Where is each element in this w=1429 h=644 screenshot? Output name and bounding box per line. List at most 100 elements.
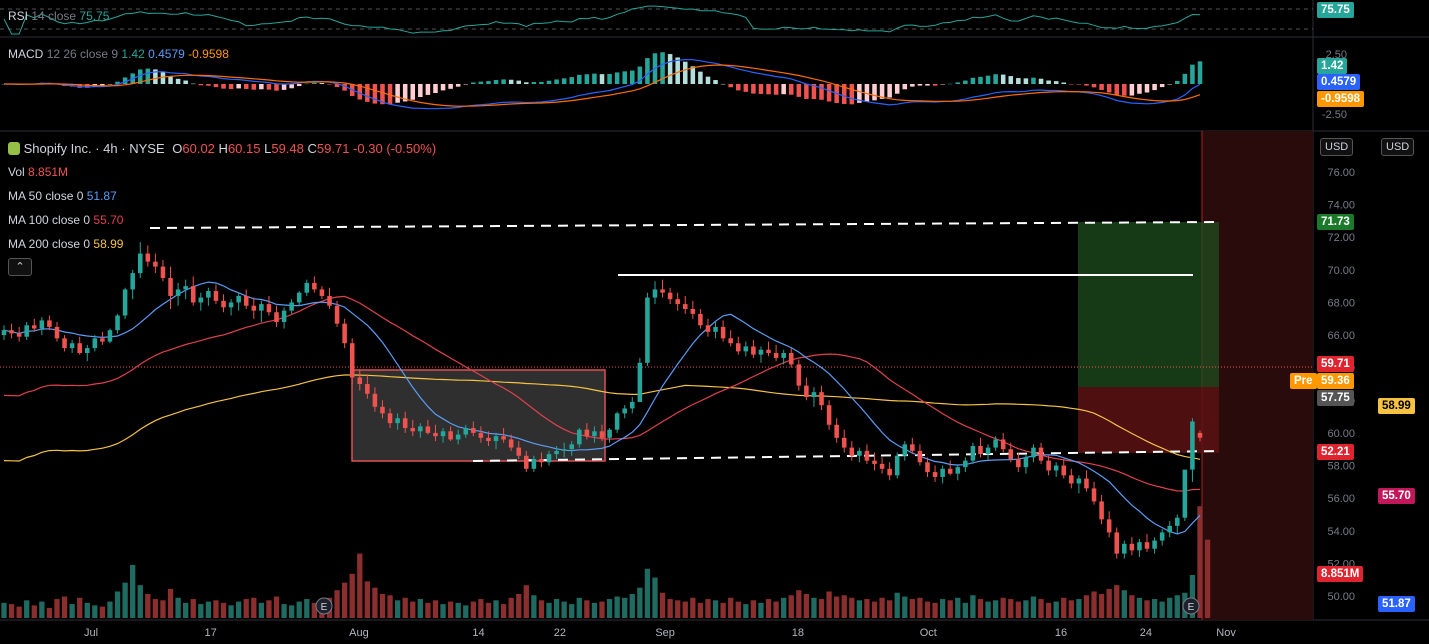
macd-hist-bar xyxy=(251,84,257,90)
time-tick-label: 16 xyxy=(1055,627,1067,639)
volume-bar xyxy=(228,605,234,618)
shopify-logo-icon xyxy=(8,142,20,155)
price-pane[interactable]: E E xyxy=(0,131,1313,620)
candle-body xyxy=(751,346,756,355)
macd-hist-bar xyxy=(872,84,877,101)
rsi-axis-label: 75.75 xyxy=(1317,2,1354,18)
candle-body xyxy=(524,455,529,469)
macd-hist-bar xyxy=(190,83,196,85)
candle-body xyxy=(266,304,272,313)
candle-body xyxy=(1069,475,1074,484)
position-target-zone[interactable] xyxy=(1078,222,1219,387)
volume-bar xyxy=(402,597,408,618)
macd-hist-bar xyxy=(811,84,817,100)
support-dashed-line[interactable] xyxy=(472,450,1221,462)
volume-bar xyxy=(894,592,900,618)
candle-body xyxy=(410,428,416,432)
volume-bar xyxy=(992,600,999,618)
candle-body xyxy=(448,431,453,440)
volume-bar xyxy=(1000,597,1006,618)
time-tick-label: 24 xyxy=(1140,627,1152,639)
earnings-marker-nov[interactable]: E xyxy=(1182,597,1200,615)
time-axis[interactable]: Jul 17 Aug 14 22 Sep 18 Oct 16 24 Nov xyxy=(84,627,1236,639)
svg-text:E: E xyxy=(1188,602,1195,613)
candle-body xyxy=(281,310,287,323)
volume-bar xyxy=(1091,591,1097,618)
volume-bar xyxy=(1174,595,1180,618)
time-tick-label: 17 xyxy=(205,627,217,639)
macd-hist-bar xyxy=(879,84,885,99)
time-tick-label: 14 xyxy=(472,627,484,639)
ma50-axis-label: 51.87 xyxy=(1378,596,1415,612)
candle-body xyxy=(1008,449,1014,460)
collapse-legend-button[interactable]: ⌃ xyxy=(8,258,32,276)
candle-body xyxy=(486,437,491,442)
symbol-legend[interactable]: Shopify Inc. · 4h · NYSE O60.02 H60.15 L… xyxy=(8,141,436,156)
ohlc-high-label: H xyxy=(218,141,228,156)
candle-body xyxy=(1159,532,1165,541)
volume-bar xyxy=(432,600,439,618)
macd-hist-bar xyxy=(1031,77,1036,84)
macd-hist-bar xyxy=(1000,74,1006,84)
volume-bar xyxy=(447,601,454,618)
volume-bar xyxy=(379,594,386,618)
ma50-legend: MA 50 close 0 51.87 xyxy=(8,189,117,203)
macd-hist-bar xyxy=(175,78,181,84)
volume-bar xyxy=(659,592,666,618)
volume-bar xyxy=(796,590,802,618)
ma200-line xyxy=(3,374,1201,462)
symbol-name[interactable]: Shopify Inc. xyxy=(23,141,92,156)
candle-body xyxy=(24,325,29,337)
macd-hist-bar xyxy=(804,84,809,99)
symbol-interval[interactable]: 4h xyxy=(103,141,118,156)
candle-body xyxy=(251,305,257,311)
macd-hist-bar xyxy=(531,82,537,84)
macd-hist-bar xyxy=(486,81,491,84)
chevron-up-icon: ⌃ xyxy=(15,261,25,273)
position-stop-zone[interactable] xyxy=(1078,387,1219,453)
candle-body xyxy=(561,449,567,451)
macd-hist-bar xyxy=(925,84,930,86)
macd-hist-bar xyxy=(463,84,469,85)
candle-body xyxy=(577,429,582,445)
volume-bar xyxy=(826,591,832,618)
macd-hist-bar xyxy=(1106,84,1112,93)
volume-bar xyxy=(947,600,953,618)
vol-legend: Vol 8.851M xyxy=(8,165,68,179)
earnings-marker-aug[interactable]: E xyxy=(315,597,333,615)
volume-bar xyxy=(849,597,855,618)
volume-bar xyxy=(1053,601,1059,618)
vol-value: 8.851M xyxy=(28,165,69,179)
macd-hist-bar xyxy=(781,84,786,95)
symbol-sep-2: · xyxy=(121,141,126,156)
volume-bar xyxy=(561,601,567,618)
macd-hist-bar xyxy=(410,84,416,100)
candle-body xyxy=(925,462,930,473)
macd-hist-bar xyxy=(788,84,794,95)
ma100-axis-label: 55.70 xyxy=(1378,488,1415,504)
macd-value: 1.42 xyxy=(121,47,145,61)
candle-body xyxy=(728,338,733,344)
volume-bar xyxy=(258,602,265,618)
candle-body xyxy=(546,454,552,463)
macd-hist-bar xyxy=(289,84,294,89)
macd-hist-bar xyxy=(455,84,461,87)
volume-bar xyxy=(236,601,242,618)
ohlc-change: -0.30 (-0.50%) xyxy=(353,141,437,156)
ohlc-close-label: C xyxy=(307,141,317,156)
volume-bar xyxy=(591,602,598,618)
macd-hist-bar xyxy=(228,84,234,89)
candle-body xyxy=(137,253,143,274)
macd-hist-bar xyxy=(1159,84,1165,88)
volume-bar xyxy=(24,600,30,618)
ohlc-low-label: L xyxy=(264,141,272,156)
volume-bar xyxy=(682,601,688,618)
candle-body xyxy=(319,289,325,296)
resistance-dashed-line[interactable] xyxy=(149,221,1221,229)
volume-bar xyxy=(902,596,908,618)
currency-button-left[interactable]: USD xyxy=(1320,138,1354,156)
macd-hist-bar xyxy=(841,84,847,104)
candle-body xyxy=(440,431,446,437)
currency-button-right[interactable]: USD xyxy=(1381,138,1415,156)
